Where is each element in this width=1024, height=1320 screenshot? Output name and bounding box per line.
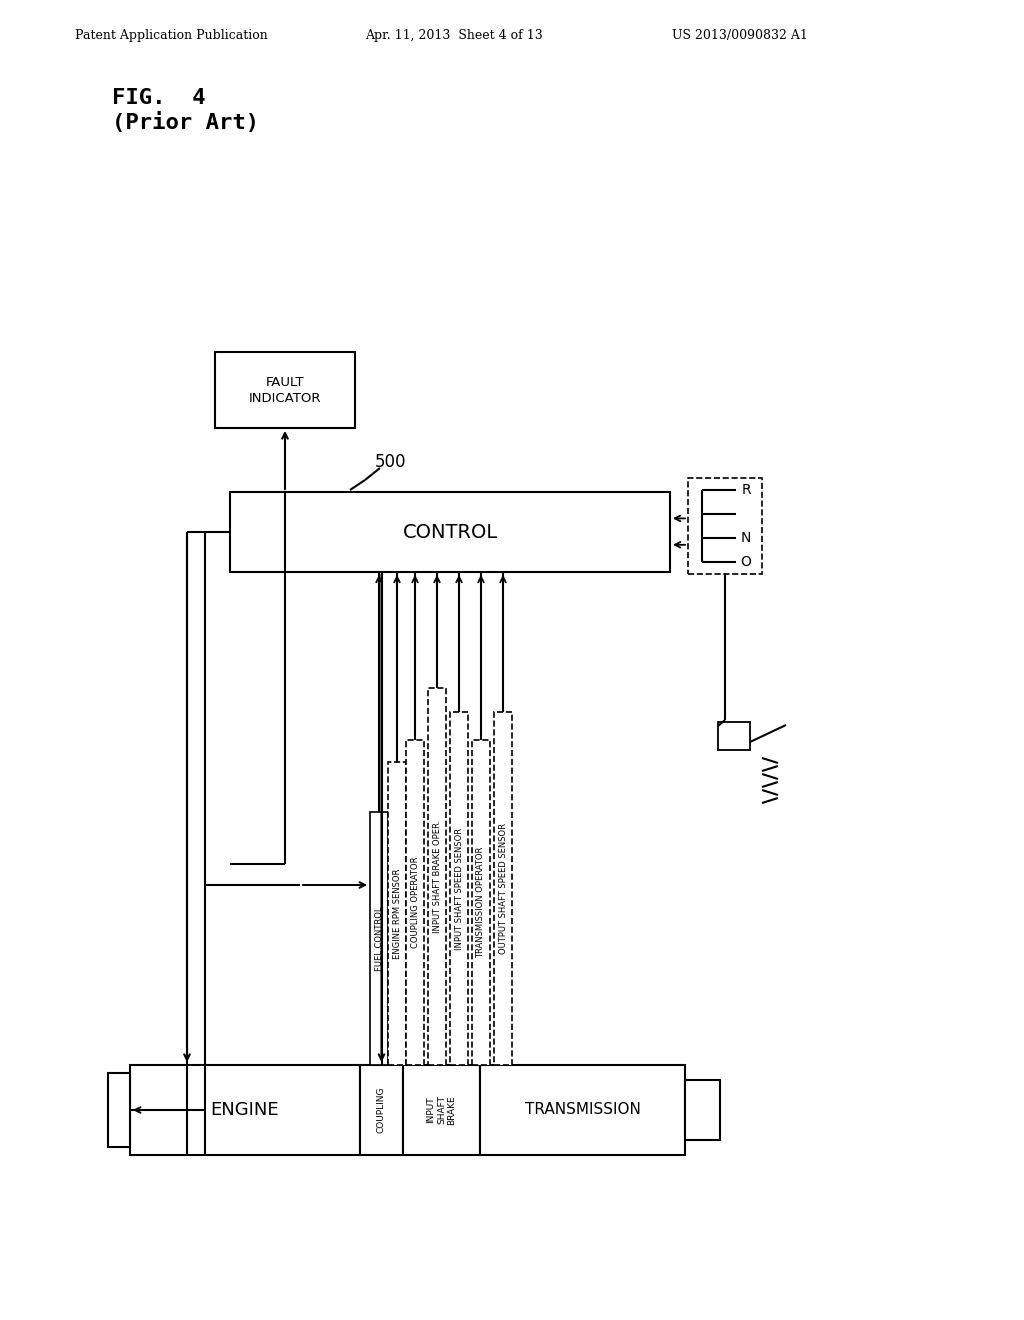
- Text: TRANSMISSION: TRANSMISSION: [524, 1102, 640, 1118]
- Text: COUPLING OPERATOR: COUPLING OPERATOR: [411, 857, 420, 948]
- Bar: [215, 352, 355, 428]
- Text: (Prior Art): (Prior Art): [112, 111, 259, 132]
- Bar: [472, 741, 490, 1065]
- Text: 500: 500: [375, 453, 407, 471]
- Bar: [388, 762, 406, 1065]
- Text: FUEL CONTROL: FUEL CONTROL: [375, 907, 384, 970]
- Text: COUPLING: COUPLING: [377, 1086, 386, 1134]
- Bar: [494, 711, 512, 1065]
- Text: TRANSMISSION OPERATOR: TRANSMISSION OPERATOR: [476, 847, 485, 958]
- Text: US 2013/0090832 A1: US 2013/0090832 A1: [672, 29, 808, 41]
- Bar: [360, 1065, 403, 1155]
- Bar: [428, 688, 446, 1065]
- Text: O: O: [740, 554, 752, 569]
- Bar: [108, 1073, 130, 1147]
- Text: OUTPUT SHAFT SPEED SENSOR: OUTPUT SHAFT SPEED SENSOR: [499, 822, 508, 954]
- Bar: [130, 1065, 360, 1155]
- Bar: [718, 722, 750, 750]
- Text: Patent Application Publication: Patent Application Publication: [75, 29, 267, 41]
- Text: INPUT SHAFT BRAKE OPER.: INPUT SHAFT BRAKE OPER.: [432, 820, 441, 933]
- Text: CONTROL: CONTROL: [402, 523, 498, 541]
- Bar: [403, 1065, 480, 1155]
- Text: Apr. 11, 2013  Sheet 4 of 13: Apr. 11, 2013 Sheet 4 of 13: [365, 29, 543, 41]
- Bar: [406, 741, 424, 1065]
- Text: INPUT SHAFT SPEED SENSOR: INPUT SHAFT SPEED SENSOR: [455, 828, 464, 949]
- Bar: [480, 1065, 685, 1155]
- Text: N: N: [740, 531, 752, 545]
- Bar: [230, 492, 670, 572]
- Bar: [370, 812, 388, 1065]
- Bar: [450, 711, 468, 1065]
- Text: FAULT: FAULT: [266, 375, 304, 388]
- Bar: [688, 478, 762, 574]
- Text: INPUT
SHAFT
BRAKE: INPUT SHAFT BRAKE: [427, 1096, 457, 1125]
- Text: INDICATOR: INDICATOR: [249, 392, 322, 404]
- Text: R: R: [741, 483, 751, 498]
- Text: ENGINE: ENGINE: [211, 1101, 280, 1119]
- Bar: [685, 1080, 720, 1140]
- Text: ENGINE RPM SENSOR: ENGINE RPM SENSOR: [392, 869, 401, 958]
- Text: FIG.  4: FIG. 4: [112, 88, 206, 108]
